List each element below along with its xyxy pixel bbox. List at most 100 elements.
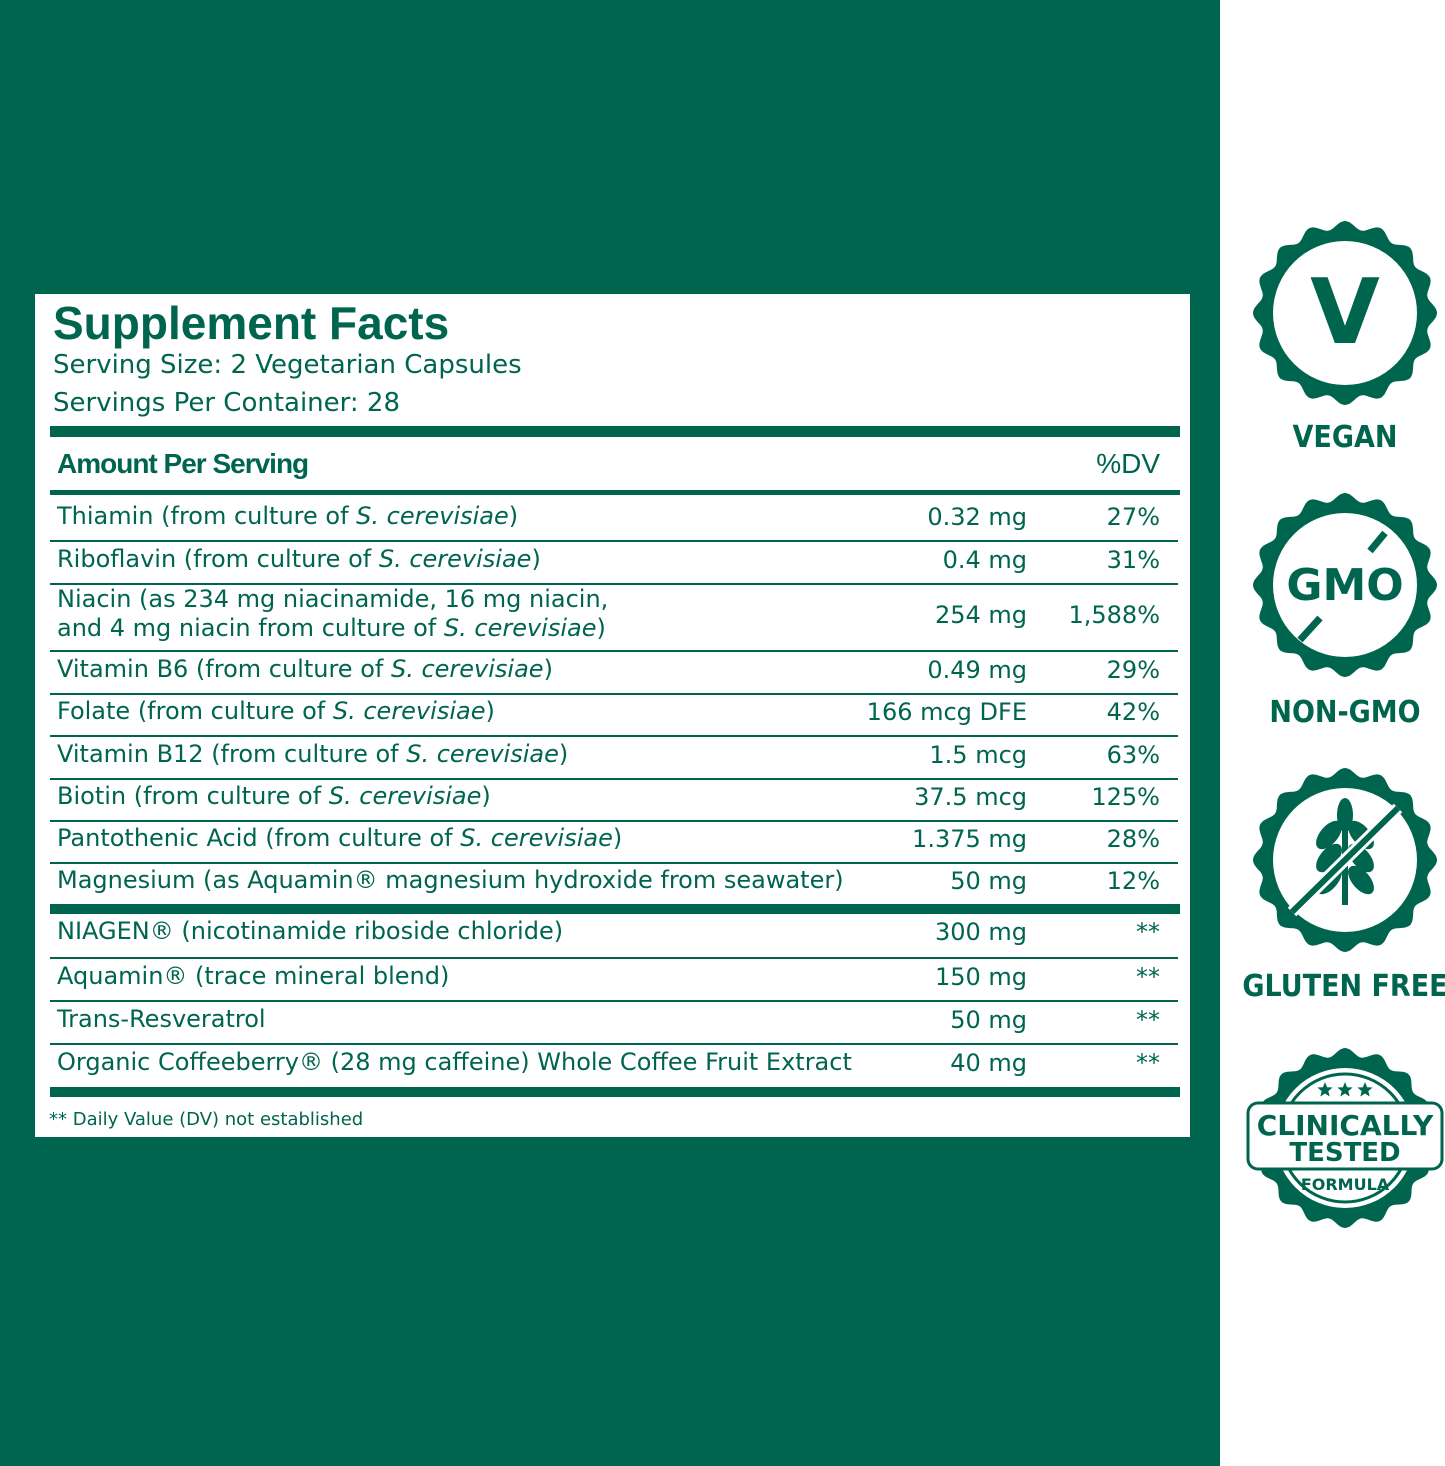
formula: FORMULA [1301, 1175, 1390, 1194]
daily-value: ** [1136, 962, 1160, 991]
daily-value: 27% [1106, 502, 1160, 531]
vegan-icon: V [1310, 260, 1380, 365]
amount: 50 mg [950, 1005, 1027, 1034]
amount: 150 mg [934, 962, 1027, 991]
name-segment: Vitamin B6 (from culture of [57, 654, 391, 683]
servings-per-container: Servings Per Container: 28 [53, 388, 401, 418]
name-line: and 4 mg niacin from culture of S. cerev… [57, 614, 608, 643]
thick-bar [50, 426, 1180, 437]
ingredient-name: Organic Coffeeberry® (28 mg caffeine) Wh… [57, 1048, 852, 1077]
row-rule [50, 693, 1178, 695]
thick-bar [50, 904, 1180, 914]
ingredient-name: Trans-Resveratrol [57, 1005, 266, 1034]
name-segment: Pantothenic Acid (from culture of [57, 824, 461, 852]
ingredient-name: Biotin (from culture of S. cerevisiae) [57, 782, 491, 811]
amount: 40 mg [950, 1048, 1027, 1077]
daily-value: 63% [1106, 740, 1160, 769]
name-segment: NIAGEN® (nicotinamide riboside chloride) [57, 917, 564, 945]
row-rule [50, 1043, 1178, 1045]
name-line: Riboflavin (from culture of S. cerevisia… [57, 545, 541, 574]
gluten-free-label: GLUTEN FREE [1242, 969, 1445, 1004]
name-segment: S. cerevisiae [328, 782, 482, 810]
slash [1367, 530, 1388, 554]
name-segment: S. cerevisiae [332, 697, 486, 725]
name-segment: ) [612, 824, 623, 852]
name-segment: Thiamin (from culture of [57, 501, 357, 530]
thick-bar [50, 1087, 1180, 1097]
name-line: Niacin (as 234 mg niacinamide, 16 mg nia… [57, 585, 608, 614]
name-segment: ) [596, 613, 606, 642]
name-segment: ) [531, 544, 541, 573]
footnote: ** Daily Value (DV) not established [49, 1109, 364, 1130]
ingredient-name: NIAGEN® (nicotinamide riboside chloride) [57, 917, 563, 946]
title: Supplement Facts [53, 297, 450, 349]
name-line: Pantothenic Acid (from culture of S. cer… [57, 824, 622, 853]
name-line: Folate (from culture of S. cerevisiae) [57, 697, 495, 726]
name-segment: S. cerevisiae [378, 544, 532, 573]
name-line: Biotin (from culture of S. cerevisiae) [57, 782, 491, 811]
ingredient-name: Aquamin® (trace mineral blend) [57, 962, 449, 991]
daily-value: ** [1136, 1005, 1160, 1034]
name-segment: S. cerevisiae [390, 654, 544, 683]
ingredient-name: Riboflavin (from culture of S. cerevisia… [57, 545, 541, 574]
amount: 50 mg [950, 866, 1027, 895]
name-segment: S. cerevisiae [356, 501, 509, 530]
name-segment: and 4 mg niacin from culture of [57, 613, 444, 642]
name-line: Trans-Resveratrol [57, 1005, 266, 1034]
name-line: Magnesium (as Aquamin® magnesium hydroxi… [57, 866, 844, 895]
amount: 1.5 mcg [929, 740, 1027, 769]
ingredient-name: Pantothenic Acid (from culture of S. cer… [57, 824, 622, 853]
badges: V VEGAN GMO NON-GMO GLUTEN FREE CLINICALLYTES… [1242, 221, 1445, 1228]
row-rule [50, 1000, 1178, 1002]
star [1337, 1082, 1353, 1097]
amount: 166 mcg DFE [866, 698, 1027, 726]
name-line: Aquamin® (trace mineral blend) [57, 962, 449, 991]
star [1317, 1082, 1333, 1097]
slash [1297, 615, 1323, 643]
name-segment: Magnesium (as Aquamin® magnesium hydroxi… [57, 865, 844, 894]
daily-value: ** [1136, 1048, 1160, 1077]
wheat-grain [1316, 820, 1342, 850]
gmo-icon: GMO [1286, 560, 1403, 611]
ingredient-name: Magnesium (as Aquamin® magnesium hydroxi… [57, 866, 844, 895]
name-segment: S. cerevisiae [406, 739, 559, 768]
amount-header: Amount Per Serving [57, 448, 309, 479]
amount: 0.49 mg [927, 655, 1027, 684]
header-bar [50, 490, 1180, 495]
wheat-grain [1337, 798, 1353, 832]
name-segment: S. cerevisiae [460, 824, 613, 852]
name-line: Organic Coffeeberry® (28 mg caffeine) Wh… [57, 1048, 852, 1077]
wheat-grain [1316, 843, 1342, 873]
amount: 1.375 mg [912, 825, 1027, 853]
row-rule [50, 540, 1178, 542]
name-segment: Vitamin B12 (from culture of [57, 739, 407, 768]
name-line: Vitamin B6 (from culture of S. cerevisia… [57, 655, 553, 684]
tested: TESTED [1289, 1138, 1400, 1168]
band [1246, 1101, 1444, 1171]
amount: 37.5 mcg [914, 783, 1027, 811]
row-rule [50, 862, 1178, 864]
dv-header: %DV [1096, 448, 1160, 479]
name-segment: ) [481, 782, 491, 810]
amount: 0.32 mg [927, 502, 1027, 531]
daily-value: 125% [1091, 783, 1160, 811]
name-line: Thiamin (from culture of S. cerevisiae) [57, 502, 518, 531]
wheat-grain [1348, 865, 1374, 895]
badge-inner [1273, 241, 1417, 385]
badge-inner [1273, 513, 1417, 657]
name-segment: Niacin (as 234 mg niacinamide, 16 mg nia… [57, 584, 609, 613]
name-segment: Folate (from culture of [57, 697, 333, 725]
name-segment: S. cerevisiae [443, 613, 597, 642]
amount: 0.4 mg [942, 545, 1027, 574]
row-rule [50, 583, 1178, 585]
daily-value: 31% [1106, 545, 1160, 574]
ingredient-name: Vitamin B6 (from culture of S. cerevisia… [57, 655, 553, 684]
ingredient-name: Niacin (as 234 mg niacinamide, 16 mg nia… [57, 585, 608, 643]
amount: 254 mg [934, 600, 1027, 629]
row-rule [50, 820, 1178, 822]
daily-value: 42% [1106, 698, 1160, 726]
name-line: NIAGEN® (nicotinamide riboside chloride) [57, 917, 563, 946]
name-segment: Aquamin® (trace mineral blend) [57, 961, 450, 990]
vegan-label: VEGAN [1293, 420, 1398, 455]
row-rule [50, 650, 1178, 652]
